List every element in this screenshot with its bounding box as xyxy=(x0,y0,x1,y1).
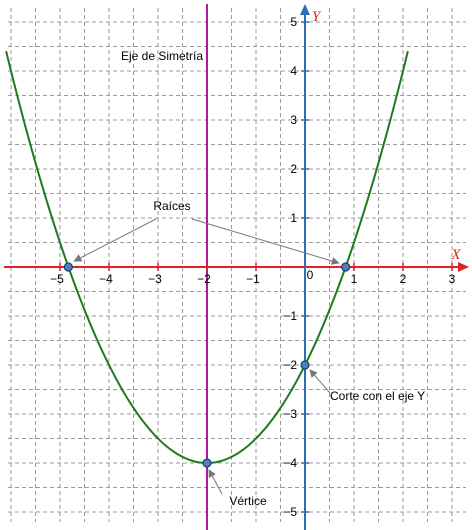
x-tick-label: −2 xyxy=(197,272,211,286)
symmetry-axis-label: Eje de Simetría xyxy=(121,49,203,63)
y-tick-label: 3 xyxy=(290,113,297,127)
roots-leader-right xyxy=(191,218,340,265)
y-tick-label: −2 xyxy=(283,358,297,372)
x-tick-label: −4 xyxy=(99,272,113,286)
x-tick-label: −1 xyxy=(246,272,260,286)
y-intercept-label: Corte con el eje Y xyxy=(330,389,425,403)
point-root-left xyxy=(63,262,73,272)
y-tick-label: 4 xyxy=(290,64,297,78)
y-tick-label: −4 xyxy=(283,456,297,470)
x-tick-label: −5 xyxy=(50,272,64,286)
x-tick-label: −3 xyxy=(148,272,162,286)
vertex-label: Vértice xyxy=(229,494,267,508)
point-y-intercept xyxy=(300,360,310,370)
point-root-right xyxy=(341,262,351,272)
roots-label: Raíces xyxy=(153,199,190,213)
y-tick-label: −3 xyxy=(283,407,297,421)
y-intercept-leader xyxy=(309,369,331,394)
x-axis-arrow-icon xyxy=(458,262,469,272)
y-tick-label: 5 xyxy=(290,15,297,29)
y-axis-arrow-icon xyxy=(300,4,310,15)
y-tick-label: 2 xyxy=(290,162,297,176)
x-tick-label: 2 xyxy=(400,272,407,286)
x-axis-label: X xyxy=(450,247,461,263)
point-vertex xyxy=(202,458,212,468)
y-tick-label: −5 xyxy=(283,505,297,519)
roots-leader-left xyxy=(73,218,157,262)
y-tick-label: −1 xyxy=(283,309,297,323)
vertex-leader xyxy=(208,469,223,495)
x-tick-label: 1 xyxy=(351,272,358,286)
origin-label: 0 xyxy=(307,268,314,282)
y-tick-label: 1 xyxy=(290,211,297,225)
x-tick-label: 3 xyxy=(449,272,456,286)
y-axis-label: Y xyxy=(312,9,322,25)
